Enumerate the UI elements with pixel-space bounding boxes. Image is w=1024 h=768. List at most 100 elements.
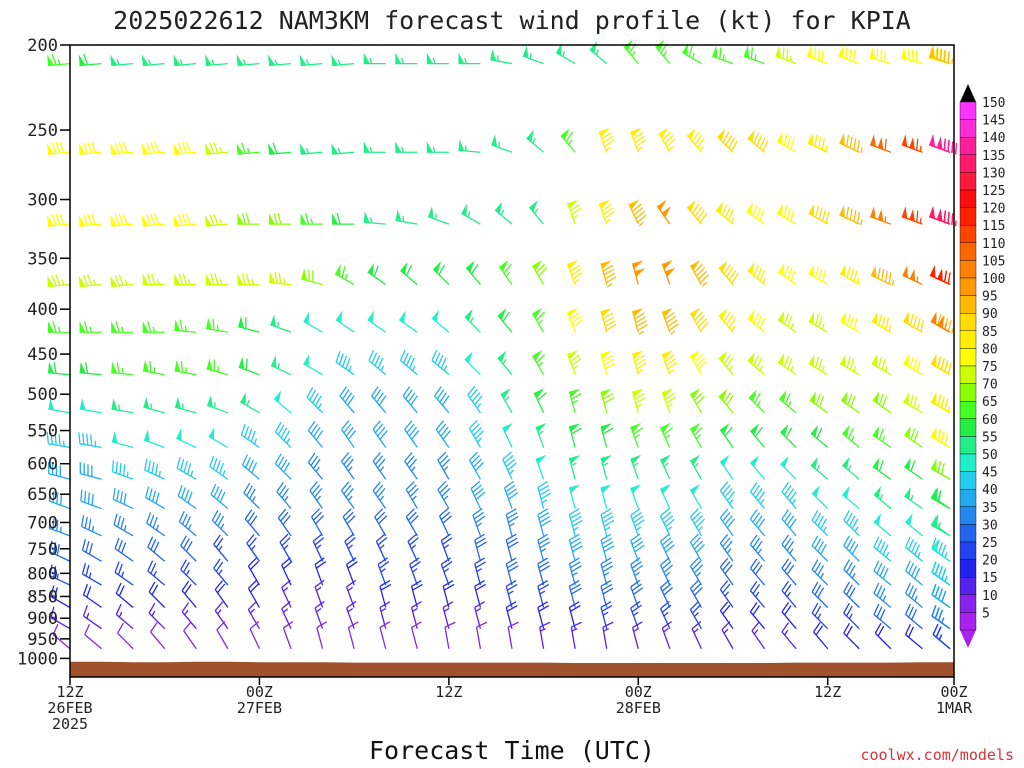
wind-barb — [464, 351, 481, 376]
wind-barb — [719, 481, 736, 509]
y-tick-label: 200 — [27, 36, 58, 56]
wind-barb — [630, 600, 642, 629]
wind-barb — [872, 457, 892, 480]
wind-barb — [206, 394, 229, 414]
wind-barb — [427, 206, 450, 225]
wind-barb — [48, 361, 71, 376]
y-tick-label: 800 — [27, 564, 58, 584]
wind-barb — [236, 142, 260, 155]
colorbar-label: 20 — [982, 554, 998, 569]
wind-barb — [719, 580, 734, 608]
wind-barb — [682, 43, 702, 65]
wind-barb — [749, 580, 766, 608]
wind-barb — [431, 309, 450, 333]
wind-barb — [781, 622, 797, 650]
wind-barb — [213, 558, 229, 586]
y-tick-label: 900 — [27, 609, 58, 629]
wind-barb — [148, 581, 166, 608]
wind-barb — [749, 534, 766, 562]
wind-barb — [505, 508, 519, 537]
wind-barb — [930, 311, 951, 333]
wind-barb — [316, 621, 328, 649]
wind-barb — [367, 310, 387, 333]
wind-barb — [522, 45, 544, 65]
wind-barb — [749, 423, 766, 448]
wind-barb — [468, 419, 484, 448]
wind-barb — [50, 606, 71, 630]
colorbar-label: 135 — [982, 149, 1005, 164]
wind-barb — [747, 352, 765, 376]
wind-barb — [47, 141, 71, 155]
wind-barb — [500, 388, 513, 414]
colorbar-swatch — [959, 594, 977, 613]
wind-barb — [555, 43, 576, 65]
wind-barb — [718, 350, 734, 376]
wind-barb — [931, 561, 951, 586]
wind-barb — [402, 386, 418, 414]
wind-barb — [340, 481, 355, 509]
wind-barb — [505, 557, 519, 586]
colorbar-label: 45 — [982, 466, 998, 481]
wind-barb — [347, 621, 359, 649]
wind-barb — [440, 533, 453, 562]
wind-barb — [405, 508, 419, 537]
wind-barb — [238, 356, 260, 376]
wind-barb — [749, 455, 766, 480]
wind-barb — [145, 486, 166, 510]
wind-barb — [600, 388, 615, 413]
wind-barb — [246, 534, 260, 562]
wind-barb — [269, 271, 292, 286]
wind-barb — [719, 508, 736, 537]
colorbar-swatch — [959, 471, 977, 490]
colorbar-swatch — [959, 577, 977, 596]
wind-barb — [377, 557, 390, 586]
wind-barb — [84, 623, 102, 650]
wind-barb — [839, 354, 860, 376]
wind-barb — [147, 560, 166, 586]
wind-barb — [431, 349, 450, 376]
wind-barb — [776, 203, 797, 225]
wind-barb — [309, 481, 324, 509]
wind-barb — [150, 622, 166, 650]
y-tick-label: 700 — [27, 513, 58, 533]
wind-barb — [81, 539, 102, 562]
credit-link[interactable]: coolwx.com/models — [860, 746, 1014, 764]
wind-barb — [111, 398, 134, 414]
wind-barb — [276, 482, 292, 510]
wind-barb — [299, 143, 323, 155]
wind-barb — [48, 398, 71, 414]
colorbar-swatch — [959, 242, 977, 261]
wind-barb — [568, 388, 582, 413]
wind-barb — [630, 508, 645, 537]
colorbar-label: 80 — [982, 342, 998, 357]
wind-barb — [749, 558, 766, 586]
wind-barb — [656, 199, 671, 225]
wind-barb — [661, 620, 673, 649]
wind-barb — [870, 265, 895, 286]
wind-barb — [274, 421, 292, 448]
terrain-layer — [70, 661, 954, 677]
wind-barb — [689, 388, 705, 414]
wind-barb — [434, 386, 450, 414]
wind-barb — [273, 390, 292, 414]
wind-barb — [568, 455, 581, 480]
wind-barb — [461, 203, 481, 225]
wind-barb — [113, 513, 134, 537]
wind-barb — [904, 623, 923, 650]
wind-barb — [47, 213, 71, 227]
wind-barb — [929, 265, 951, 286]
colorbar-swatch — [959, 401, 977, 420]
wind-barb — [300, 212, 323, 225]
wind-barb — [718, 260, 739, 285]
colorbar-label: 60 — [982, 413, 998, 428]
y-tick-label: 450 — [27, 345, 58, 365]
wind-barb — [659, 454, 671, 480]
colorbar-label: 120 — [982, 202, 1005, 217]
wind-barb — [395, 52, 418, 65]
wind-barb — [930, 515, 951, 537]
wind-barb — [395, 209, 418, 225]
wind-barb — [600, 484, 612, 509]
wind-barb — [567, 260, 583, 285]
wind-barb — [781, 534, 797, 562]
wind-barb — [213, 534, 229, 562]
